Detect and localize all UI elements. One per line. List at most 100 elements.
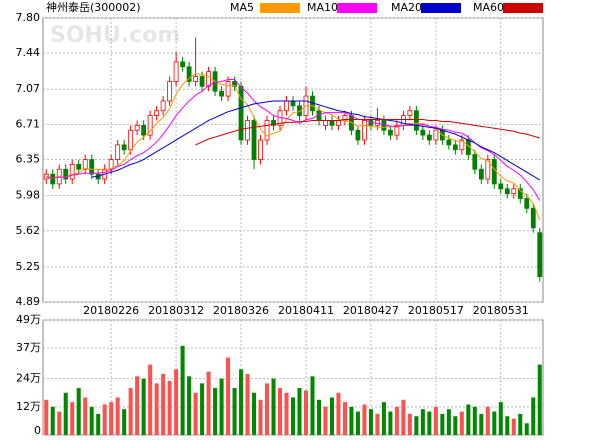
- volume-bar: [518, 413, 523, 435]
- candle-body: [160, 100, 166, 112]
- candle-body: [537, 232, 543, 278]
- volume-tick-label: 0: [34, 424, 41, 437]
- candle-body: [433, 129, 439, 141]
- legend-swatch: [337, 3, 377, 13]
- candle-body: [485, 159, 491, 180]
- volume-bar: [193, 392, 198, 435]
- volume-bar: [219, 378, 224, 435]
- volume-bar: [161, 373, 166, 435]
- candle-body: [407, 110, 413, 116]
- volume-bar: [375, 413, 380, 435]
- candle-body: [362, 120, 367, 141]
- volume-bar: [141, 378, 146, 435]
- candle-body: [498, 183, 504, 190]
- candle-body: [271, 120, 276, 126]
- volume-tick-label: 37万: [16, 341, 41, 354]
- volume-bar: [63, 392, 68, 435]
- volume-bar: [336, 392, 341, 435]
- candle-body: [524, 198, 530, 209]
- candle-body: [329, 120, 335, 126]
- volume-bar: [148, 364, 153, 435]
- volume-bar: [239, 369, 244, 435]
- candle-body: [147, 115, 153, 136]
- volume-bar: [245, 373, 250, 435]
- candle-body: [472, 154, 478, 170]
- candle-body: [108, 159, 114, 170]
- volume-bar: [102, 404, 107, 435]
- candle-body: [511, 188, 517, 195]
- candle-body: [225, 81, 231, 97]
- volume-bar: [420, 409, 425, 435]
- volume-bar: [135, 376, 140, 435]
- candle-body: [251, 120, 257, 160]
- candle-body: [355, 129, 361, 141]
- candle-body: [491, 159, 497, 185]
- candle-body: [504, 188, 510, 195]
- y-tick-label: 6.71: [16, 117, 41, 130]
- candle-body: [76, 163, 82, 170]
- volume-bar: [479, 413, 484, 435]
- candle-body: [89, 159, 95, 175]
- volume-bar: [115, 397, 120, 435]
- candle-body: [121, 144, 127, 151]
- candle-body: [173, 61, 179, 82]
- volume-bar: [453, 416, 458, 435]
- candle-body: [128, 129, 134, 151]
- volume-tick-label: 24万: [16, 372, 41, 385]
- candle-body: [478, 168, 484, 180]
- candle-body: [387, 129, 393, 136]
- candle-body: [394, 124, 400, 136]
- candle-body: [63, 168, 69, 180]
- volume-tick-label: 49万: [16, 313, 41, 326]
- candle-body: [141, 124, 147, 136]
- volume-bar: [206, 371, 211, 435]
- volume-bar: [109, 402, 114, 435]
- candle-body: [134, 124, 140, 131]
- candle-body: [82, 159, 88, 170]
- x-tick-label: 20180226: [83, 304, 139, 317]
- candle-body: [206, 71, 211, 87]
- volume-bar: [323, 406, 328, 435]
- x-tick-label: 20180326: [213, 304, 269, 317]
- candle-body: [50, 173, 56, 185]
- volume-bar: [466, 404, 471, 435]
- candle-body: [154, 110, 160, 116]
- volume-bar: [368, 409, 373, 435]
- candle-body: [167, 81, 173, 102]
- candle-body: [297, 105, 302, 116]
- volume-bar: [271, 378, 276, 435]
- y-tick-label: 5.98: [16, 189, 41, 202]
- candle-body: [199, 76, 205, 87]
- volume-bar: [394, 406, 399, 435]
- volume-bar: [427, 411, 432, 435]
- candle-body: [219, 90, 224, 97]
- volume-bar: [213, 388, 218, 435]
- candle-body: [258, 139, 263, 160]
- volume-bar: [329, 397, 334, 435]
- volume-bar: [485, 406, 490, 435]
- candle-body: [193, 76, 199, 82]
- volume-bar: [258, 399, 263, 435]
- volume-bar: [537, 364, 542, 435]
- ma-line: [46, 73, 541, 221]
- volume-bar: [284, 392, 289, 435]
- volume-bar: [401, 399, 406, 435]
- volume-bar: [388, 411, 393, 435]
- candle-body: [413, 110, 419, 131]
- candle-body: [446, 139, 452, 146]
- candle-body: [186, 66, 192, 82]
- candle-body: [530, 207, 536, 229]
- candle-body: [323, 120, 328, 126]
- volume-bar: [180, 345, 185, 435]
- volume-bar: [355, 411, 360, 435]
- candle-body: [517, 188, 523, 199]
- candle-body: [115, 144, 121, 160]
- volume-bar: [381, 402, 386, 435]
- volume-bar: [50, 406, 55, 435]
- volume-bar: [498, 402, 503, 435]
- candle-body: [238, 85, 244, 141]
- volume-bar: [440, 413, 445, 435]
- volume-bar: [531, 397, 536, 435]
- volume-bar: [265, 383, 270, 435]
- watermark: SOHU.com: [50, 23, 180, 48]
